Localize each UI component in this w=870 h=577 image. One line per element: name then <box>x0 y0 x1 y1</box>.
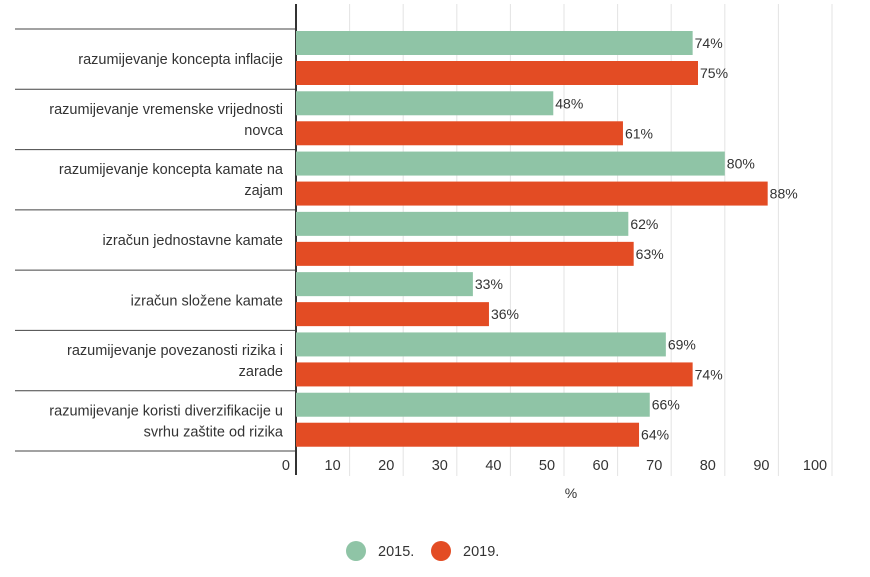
x-tick-label: 90 <box>753 458 769 474</box>
x-tick-label: 20 <box>378 458 394 474</box>
bar-2019-6[interactable] <box>296 362 693 387</box>
bar-2015-3[interactable] <box>296 151 725 176</box>
bar-2019-3[interactable] <box>296 181 768 206</box>
data-label: 33% <box>475 276 503 292</box>
category-label: zarade <box>239 364 283 380</box>
category-label: razumijevanje vremenske vrijednosti <box>49 102 283 118</box>
x-tick-label: 30 <box>432 458 448 474</box>
data-label: 36% <box>491 306 519 322</box>
data-label: 64% <box>641 427 669 443</box>
bar-2019-7[interactable] <box>296 422 640 447</box>
x-tick-label: 70 <box>646 458 662 474</box>
category-label: svrhu zaštite od rizika <box>144 424 284 440</box>
data-label: 74% <box>695 35 723 51</box>
bar-2015-4[interactable] <box>296 211 629 236</box>
x-tick-label: 60 <box>593 458 609 474</box>
bar-2019-5[interactable] <box>296 302 489 327</box>
x-tick-label: 40 <box>485 458 501 474</box>
data-label: 75% <box>700 65 728 81</box>
bar-2019-1[interactable] <box>296 61 698 85</box>
legend-label[interactable]: 2015. <box>378 544 414 560</box>
x-tick-label: 10 <box>325 458 341 474</box>
bar-2019-4[interactable] <box>296 241 634 266</box>
data-label: 62% <box>630 216 658 232</box>
legend-label[interactable]: 2019. <box>463 544 499 560</box>
data-label: 74% <box>695 366 723 382</box>
x-tick-label: 50 <box>539 458 555 474</box>
data-label: 48% <box>555 95 583 111</box>
category-label: razumijevanje koncepta inflacije <box>78 52 283 68</box>
bar-2019-2[interactable] <box>296 121 623 146</box>
bar-2015-2[interactable] <box>296 91 554 116</box>
data-label: 80% <box>727 156 755 172</box>
data-label: 69% <box>668 336 696 352</box>
x-tick-label: 80 <box>700 458 716 474</box>
data-label: 66% <box>652 397 680 413</box>
legend-marker-2019[interactable] <box>431 541 451 561</box>
bar-2015-1[interactable] <box>296 31 693 55</box>
legend-marker-2015[interactable] <box>346 541 366 561</box>
category-label: razumijevanje povezanosti rizika i <box>67 343 283 359</box>
data-label: 61% <box>625 125 653 141</box>
x-tick-label: 0 <box>282 458 290 474</box>
category-label: zajam <box>244 183 283 199</box>
bar-2015-5[interactable] <box>296 272 473 297</box>
category-label: razumijevanje koristi diverzifikacije u <box>49 403 283 419</box>
bar-2015-7[interactable] <box>296 392 650 417</box>
x-axis-title: % <box>565 485 577 501</box>
category-label: izračun složene kamate <box>131 293 283 309</box>
data-label: 88% <box>770 186 798 202</box>
data-label: 63% <box>636 246 664 262</box>
category-label: novca <box>244 123 284 139</box>
x-tick-label: 100 <box>803 458 827 474</box>
category-label: razumijevanje koncepta kamate na <box>59 162 284 178</box>
bar-2015-6[interactable] <box>296 332 666 357</box>
category-label: izračun jednostavne kamate <box>102 233 283 249</box>
